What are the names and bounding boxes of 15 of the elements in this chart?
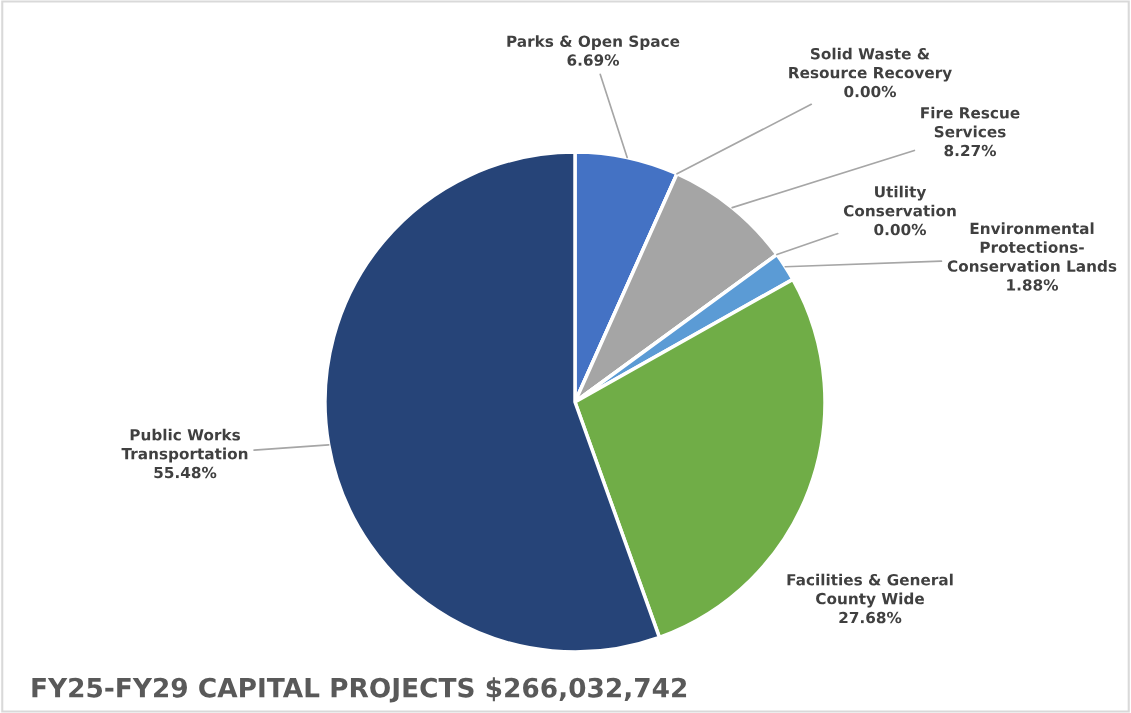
data-label: 55.48% <box>154 466 217 479</box>
category-label: Utility Conservation <box>843 185 956 217</box>
data-label: 1.88% <box>1007 279 1059 291</box>
category-label: Solid Waste & Resource Recovery <box>789 47 952 82</box>
slice-label: Fire Rescue Services <box>921 106 1020 138</box>
text: 0.00% <box>874 223 927 236</box>
text: 0.00% <box>844 85 897 98</box>
data-label: 6.69% <box>567 54 620 66</box>
slice-label: Parks & Open Space <box>507 35 680 50</box>
slice-label: Environmental Protections- Conservation Lands <box>947 222 1117 272</box>
data-label: 27.68% <box>839 611 902 624</box>
slice-label: Public Works Transportation <box>121 428 248 463</box>
slice-label: Facilities & General County Wide <box>787 573 953 608</box>
text: FY25-FY29 CAPITAL PROJECTS $266,032,742 <box>32 677 687 703</box>
data-label: 8.27% <box>944 144 997 157</box>
